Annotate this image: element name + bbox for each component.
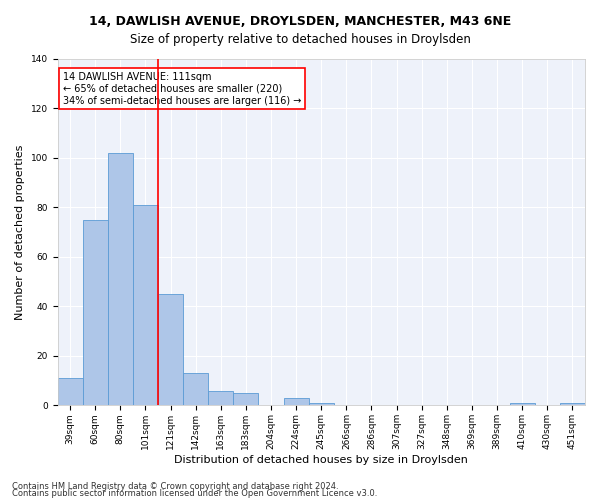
Bar bbox=[83, 220, 108, 406]
Bar bbox=[108, 152, 133, 406]
Text: 14, DAWLISH AVENUE, DROYLSDEN, MANCHESTER, M43 6NE: 14, DAWLISH AVENUE, DROYLSDEN, MANCHESTE… bbox=[89, 15, 511, 28]
Text: Size of property relative to detached houses in Droylsden: Size of property relative to detached ho… bbox=[130, 32, 470, 46]
Text: Contains public sector information licensed under the Open Government Licence v3: Contains public sector information licen… bbox=[12, 490, 377, 498]
Bar bbox=[58, 378, 83, 406]
Text: 14 DAWLISH AVENUE: 111sqm
← 65% of detached houses are smaller (220)
34% of semi: 14 DAWLISH AVENUE: 111sqm ← 65% of detac… bbox=[63, 72, 301, 106]
Bar bbox=[208, 390, 233, 406]
Bar bbox=[158, 294, 183, 406]
Text: Contains HM Land Registry data © Crown copyright and database right 2024.: Contains HM Land Registry data © Crown c… bbox=[12, 482, 338, 491]
Bar bbox=[509, 403, 535, 406]
Bar bbox=[284, 398, 309, 406]
Bar bbox=[309, 403, 334, 406]
Bar bbox=[133, 204, 158, 406]
Y-axis label: Number of detached properties: Number of detached properties bbox=[15, 144, 25, 320]
X-axis label: Distribution of detached houses by size in Droylsden: Distribution of detached houses by size … bbox=[175, 455, 468, 465]
Bar bbox=[233, 393, 259, 406]
Bar bbox=[560, 403, 585, 406]
Bar bbox=[183, 373, 208, 406]
